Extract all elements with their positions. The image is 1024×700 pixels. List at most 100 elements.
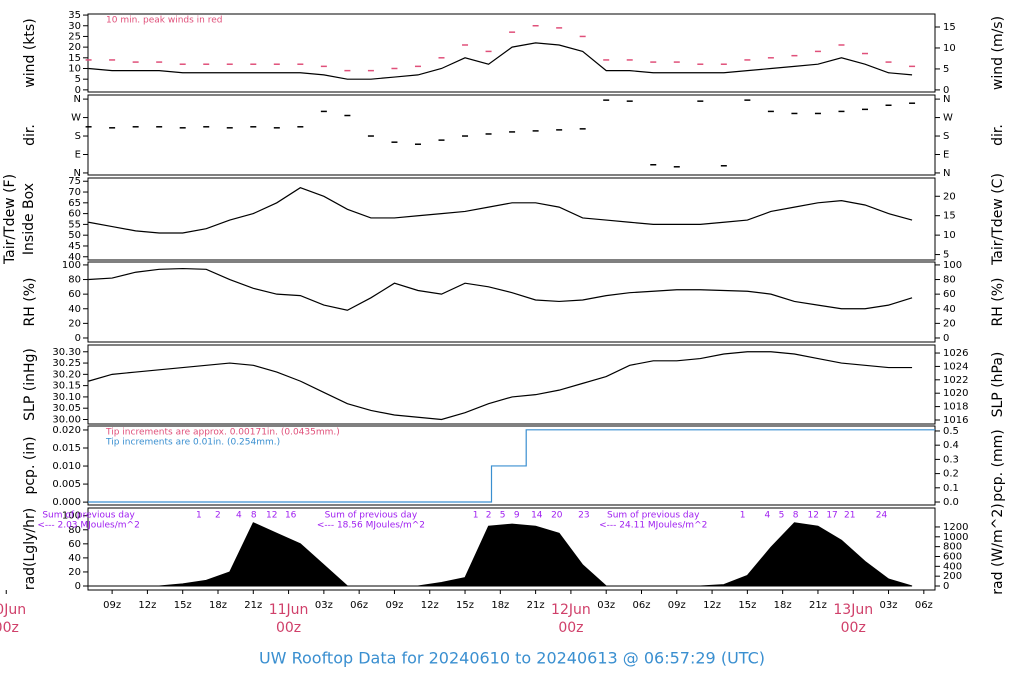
x-tick-label: 15z [456, 600, 474, 611]
y-tick-label: 35 [68, 10, 81, 21]
y-tick-label: 0.000 [52, 497, 81, 508]
y2-tick-label: 1022 [943, 375, 968, 386]
hour-mark: 9 [514, 511, 520, 521]
x-tick-label: 03z [597, 600, 615, 611]
daily-sum-value: <--- 18.56 MJoules/m^2 [317, 521, 425, 531]
y-axis-label: RH (%) [22, 278, 38, 327]
x-tick-label: 12z [421, 600, 439, 611]
y2-tick-label: 0 [943, 85, 949, 96]
y2-tick-label: 200 [943, 571, 962, 582]
annotation: 10 min. peak winds in red [106, 16, 223, 26]
y-tick-label: 40 [68, 553, 81, 564]
day-time-label: 00z [276, 620, 301, 636]
y2-axis-label: rad (W/m^2) [990, 503, 1006, 594]
y2-axis-label: Tair/Tdew (C) [990, 173, 1006, 266]
y2-tick-label: 600 [943, 551, 962, 562]
y-tick-label: 0 [75, 333, 81, 344]
hour-mark: 2 [486, 511, 492, 521]
y2-tick-label: 10 [943, 43, 956, 54]
x-tick-label: 06z [915, 600, 933, 611]
y2-tick-label: W [943, 113, 953, 124]
y2-axis-label: wind (m/s) [990, 16, 1006, 90]
y-tick-label: 25 [68, 31, 81, 42]
y-tick-label: 80 [68, 525, 81, 536]
y-tick-label: E [75, 149, 81, 160]
y-tick-label: 80 [68, 275, 81, 286]
y-tick-label: 60 [68, 539, 81, 550]
y-tick-label: 20 [68, 567, 81, 578]
y-tick-label: 60 [68, 289, 81, 300]
day-label: 12Jun [551, 602, 591, 618]
y-tick-label: 30 [68, 21, 81, 32]
y2-tick-label: 10 [943, 230, 956, 241]
y-tick-label: 30.30 [52, 347, 81, 358]
y-tick-label: 30.05 [52, 403, 81, 414]
y-tick-label: 65 [68, 198, 81, 209]
chart-title: UW Rooftop Data for 20240610 to 20240613… [259, 649, 765, 668]
y-axis-label: dir. [22, 124, 38, 146]
y-tick-label: 45 [68, 241, 81, 252]
x-tick-label: 03z [315, 600, 333, 611]
series-line [88, 267, 913, 311]
panel-frame [87, 344, 936, 425]
hour-mark: 1 [196, 511, 202, 521]
panel-frame [87, 261, 936, 343]
annotation: Tip increments are approx. 0.00171in. (0… [105, 428, 340, 438]
x-tick-label: 21z [809, 600, 827, 611]
y2-axis-label: dir. [990, 124, 1006, 146]
y2-tick-label: N [943, 168, 950, 179]
hour-mark: 16 [285, 511, 297, 521]
y2-tick-label: 0 [943, 581, 949, 592]
x-tick-label: 18z [209, 600, 227, 611]
x-tick-label: 09z [668, 600, 686, 611]
y2-tick-label: 0.0 [943, 497, 959, 508]
y-axis-label: rad(Lgly/hr) [22, 508, 38, 590]
hour-mark: 8 [793, 511, 799, 521]
y-tick-label: 30.10 [52, 392, 81, 403]
y-axis-label: Tair/Tdew (F) [2, 174, 18, 265]
y-tick-label: 60 [68, 209, 81, 220]
hour-mark: 23 [578, 511, 589, 521]
y2-axis-label: RH (%) [990, 278, 1006, 327]
y2-tick-label: 0.5 [943, 426, 959, 437]
hour-mark: 12 [266, 511, 277, 521]
series-line [88, 351, 913, 421]
hour-mark: 12 [808, 511, 819, 521]
y2-tick-label: 5 [943, 250, 949, 261]
hour-mark: 21 [844, 511, 855, 521]
daily-sum-label: Sum of previous day [325, 511, 418, 521]
hour-mark: 8 [251, 511, 257, 521]
hour-mark: 17 [826, 511, 837, 521]
daily-sum-label: Sum of previous day [42, 511, 135, 521]
y-tick-label: 0 [75, 581, 81, 592]
hour-mark: 4 [236, 511, 242, 521]
x-tick-label: 21z [527, 600, 545, 611]
y-tick-label: 0.020 [52, 425, 81, 436]
y2-tick-label: 1020 [943, 388, 968, 399]
y2-tick-label: S [943, 131, 949, 142]
x-tick-label: 15z [738, 600, 756, 611]
y2-tick-label: 20 [943, 318, 956, 329]
x-tick-label: 21z [244, 600, 262, 611]
x-tick-label: 09z [103, 600, 121, 611]
y2-tick-label: 80 [943, 275, 956, 286]
daily-sum-label: Sum of previous day [607, 511, 700, 521]
hour-mark: 5 [500, 511, 506, 521]
y-tick-label: 100 [62, 260, 81, 271]
precip-line [88, 429, 935, 503]
y-tick-label: 30.20 [52, 369, 81, 380]
x-tick-label: 18z [491, 600, 509, 611]
y2-tick-label: 0.4 [943, 440, 959, 451]
hour-mark: 2 [215, 511, 221, 521]
y2-tick-label: 1018 [943, 402, 968, 413]
x-tick-label: 18z [774, 600, 792, 611]
panel-frame [87, 13, 936, 93]
day-label: 13Jun [833, 602, 873, 618]
y2-tick-label: 1016 [943, 415, 968, 426]
y2-tick-label: 0.2 [943, 469, 959, 480]
hour-mark: 20 [551, 511, 563, 521]
series-line [88, 187, 913, 234]
y2-tick-label: 40 [943, 304, 956, 315]
y-tick-label: 40 [68, 252, 81, 263]
